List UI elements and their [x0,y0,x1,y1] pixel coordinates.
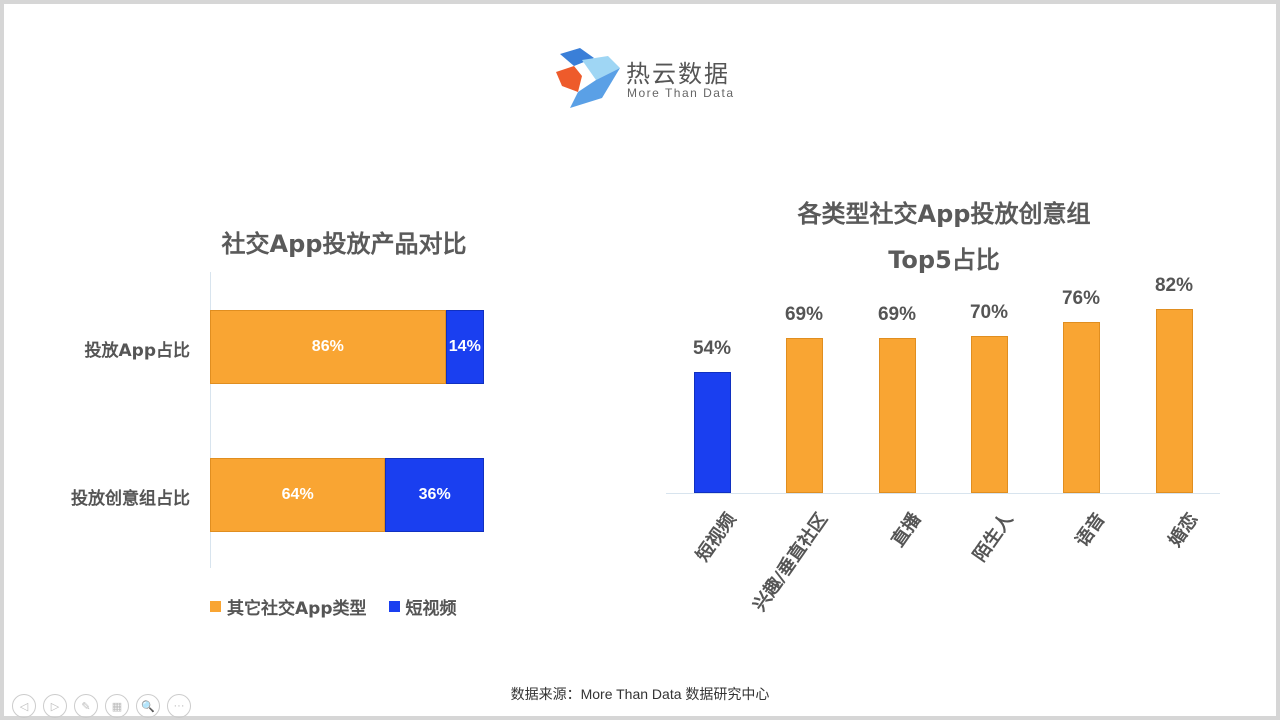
category-label: 兴趣/垂直社区 [749,509,833,616]
data-label: 69% [784,304,824,326]
logo-icon [556,48,620,108]
data-label: 69% [877,304,917,326]
logo-text-cn: 热云数据 [626,60,730,88]
bar [971,335,1008,493]
category-label: 婚恋 [1164,509,1203,551]
data-label: 70% [969,301,1009,323]
legend-swatch-short-video [388,601,400,612]
legend: 其它社交App类型 短视频 [210,594,457,619]
slide: 热云数据 More Than Data 社交App投放产品对比 其它社交App类… [4,4,1276,718]
bar [879,338,916,493]
category-label: 语音 [1071,509,1110,551]
data-label: 76% [1061,288,1101,310]
slides-icon[interactable]: ▦ [105,694,129,718]
data-label: 82% [1154,274,1194,296]
right-axis-line [666,493,1220,494]
left-axis-line [210,272,211,568]
category-label: 短视频 [692,509,741,566]
more-icon[interactable]: ··· [167,694,191,718]
next-icon[interactable]: ▷ [43,694,67,718]
bar [786,338,823,493]
category-label: 陌生人 [969,509,1018,566]
pen-icon[interactable]: ✎ [74,694,98,718]
bar-segment: 64% [210,458,386,532]
zoom-icon[interactable]: 🔍 [136,694,160,718]
category-label: 投放创意组占比 [71,489,190,509]
prev-icon[interactable]: ◁ [12,694,36,718]
category-label: 投放App占比 [84,341,191,361]
bar [1156,308,1193,493]
data-label: 54% [692,337,732,359]
legend-label-other: 其它社交App类型 [227,599,367,619]
bar-segment: 36% [385,458,484,532]
bar [1063,322,1100,493]
legend-label-short-video: 短视频 [405,599,457,619]
right-chart-subtitle: Top5占比 [888,246,1000,274]
bar-segment: 14% [445,310,484,384]
data-source: 数据来源：More Than Data 数据研究中心 [510,686,770,702]
category-label: 直播 [887,509,926,551]
right-chart-title: 各类型社交App投放创意组 [797,200,1091,228]
legend-swatch-other [210,601,221,612]
bar [694,371,731,493]
bar-segment: 86% [210,310,446,384]
left-chart-title: 社交App投放产品对比 [221,230,467,258]
logo-text-en: More Than Data [627,86,735,100]
